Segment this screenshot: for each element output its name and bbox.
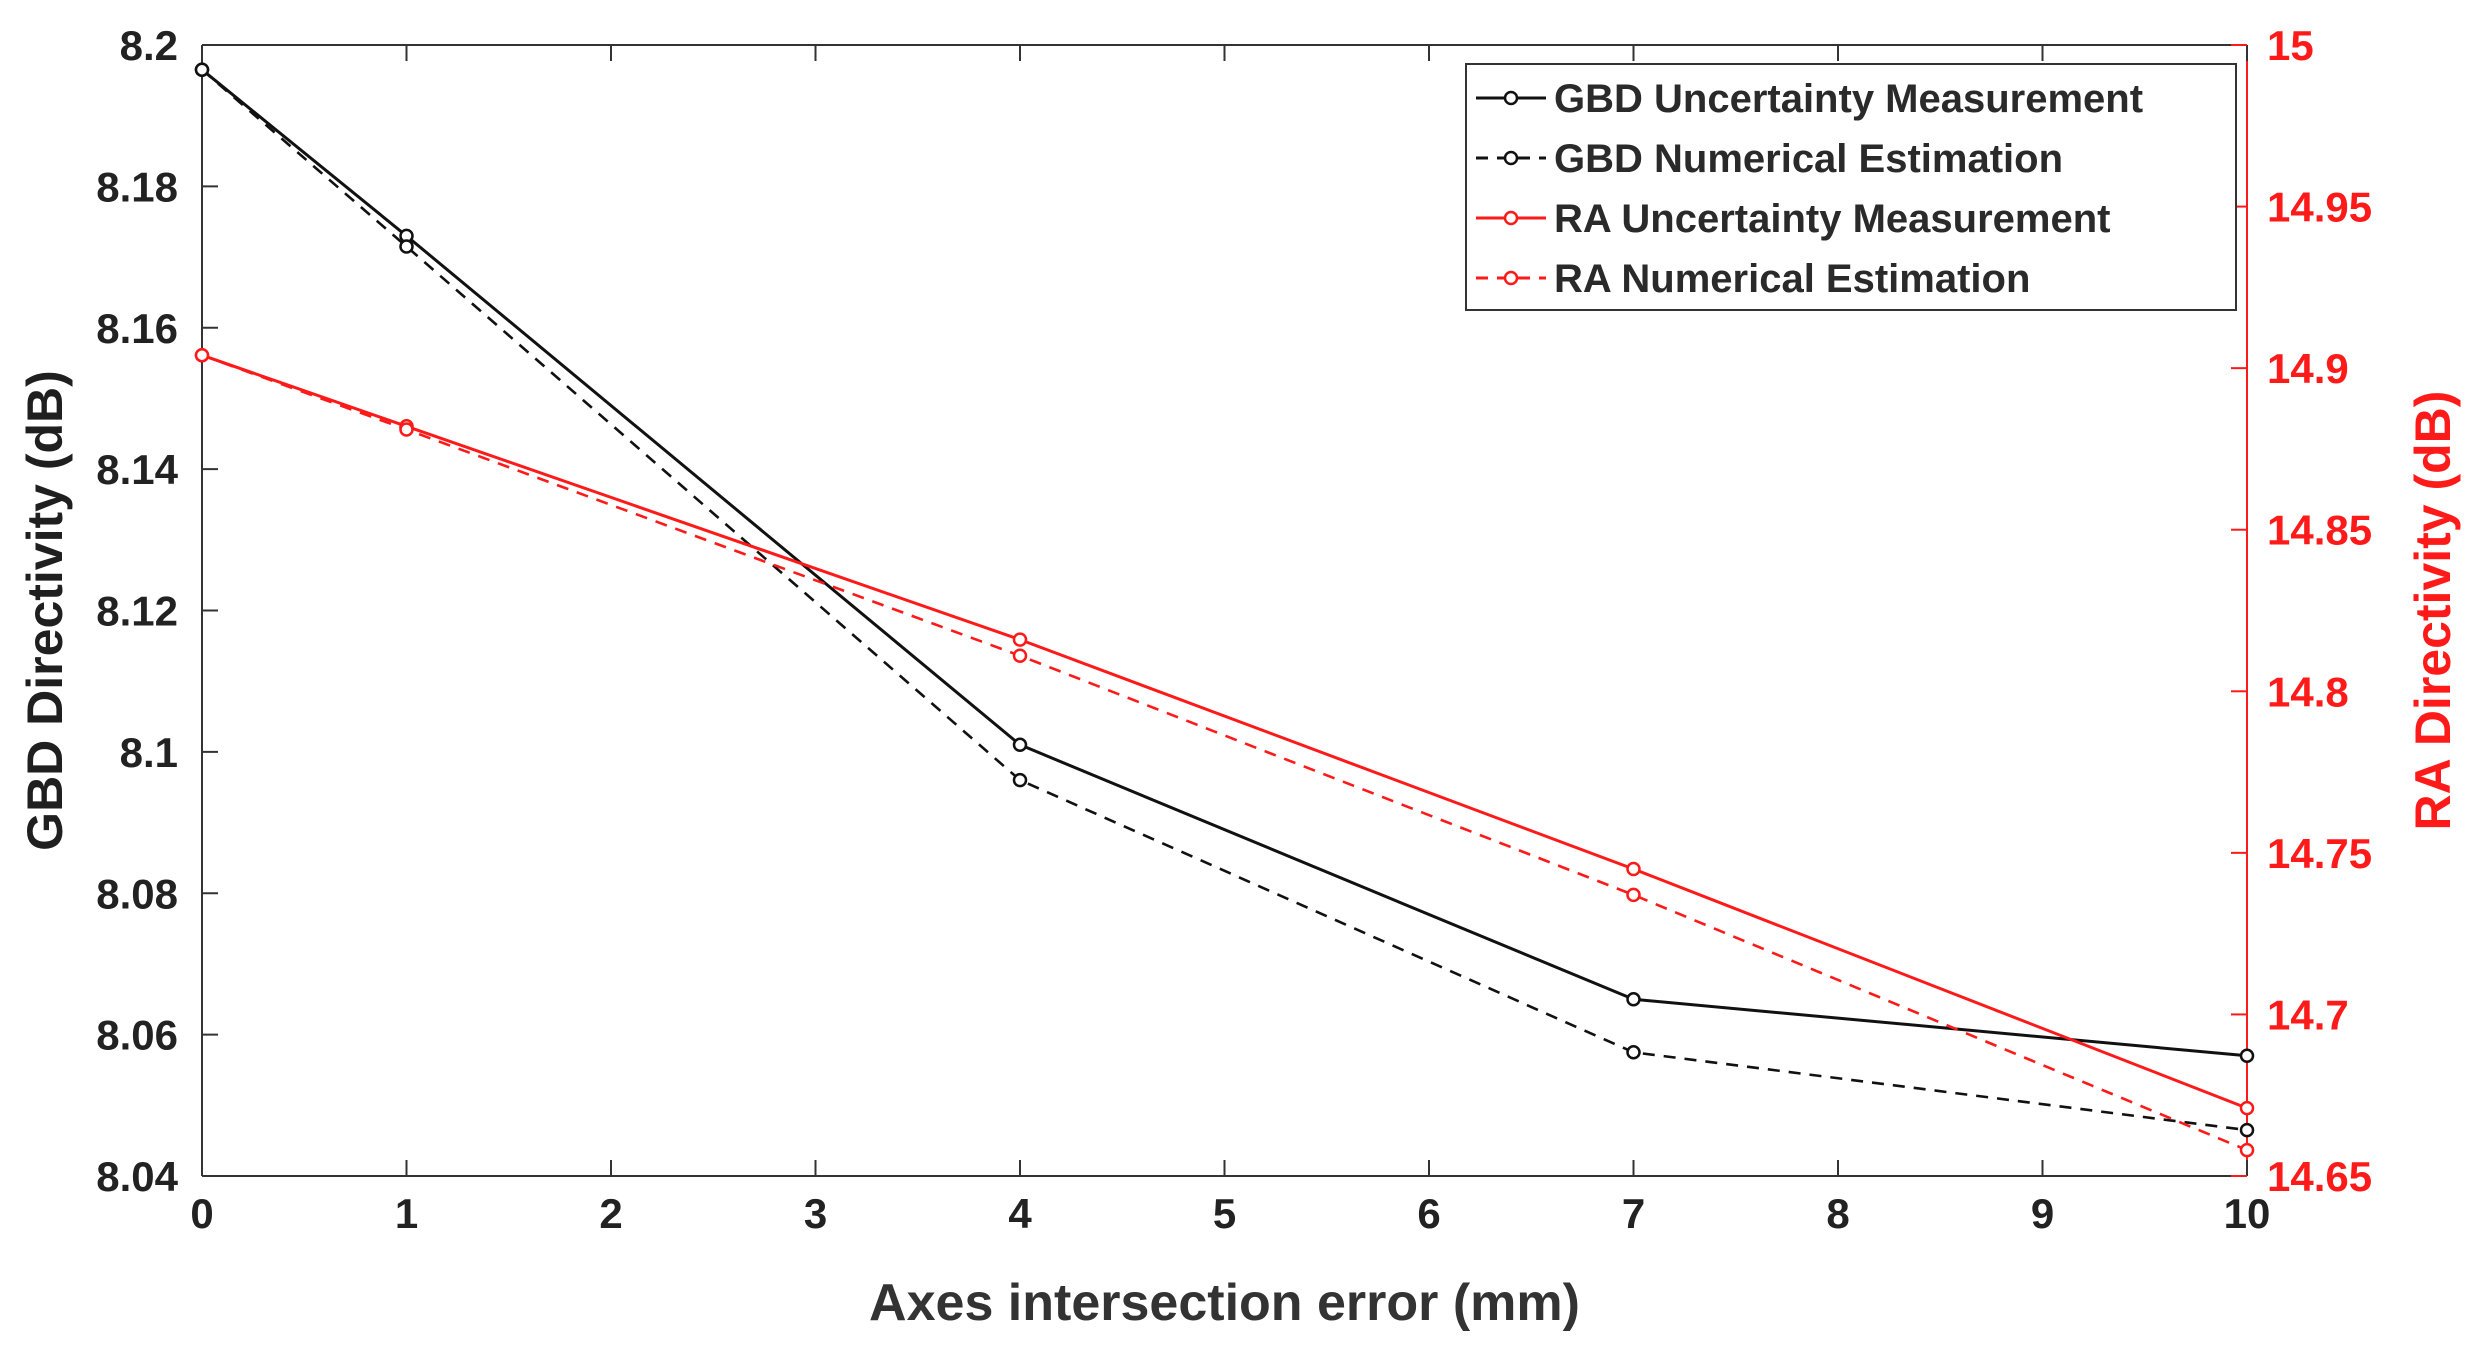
data-point-ra-numerical-estimation xyxy=(194,347,210,363)
data-point-gbd-numerical-estimation xyxy=(1626,1045,1641,1060)
x-axis-label: Axes intersection error (mm) xyxy=(869,1274,1580,1332)
series-ra-uncertainty-measurement xyxy=(194,347,2255,1116)
data-point-gbd-uncertainty-measurement xyxy=(1626,992,1641,1007)
series-line-gbd-numerical-estimation xyxy=(201,68,2248,1132)
x-tick-label: 4 xyxy=(1008,1190,1032,1237)
series-layer xyxy=(194,62,2255,1158)
data-point-gbd-numerical-estimation xyxy=(2239,1122,2255,1138)
left-y-tick-label: 8.14 xyxy=(96,446,178,493)
data-point-ra-uncertainty-measurement xyxy=(1012,632,1028,647)
x-tick-label: 5 xyxy=(1213,1190,1236,1237)
left-y-tick-label: 8.16 xyxy=(96,305,178,352)
x-tick-label: 1 xyxy=(395,1190,418,1237)
series-gbd-numerical-estimation xyxy=(194,62,2255,1138)
x-tick-label: 10 xyxy=(2224,1190,2271,1237)
right-y-tick-label: 14.75 xyxy=(2267,830,2372,877)
series-line-ra-numerical-estimation xyxy=(201,353,2248,1152)
right-y-tick-label: 14.8 xyxy=(2267,668,2349,715)
right-y-tick-label: 14.9 xyxy=(2267,345,2349,392)
axes-layer: 0 1 2 3 4 5 6 7 8 9 10 8.04 8.06 8.08 8.1 8.12 8.14 8.16 8… xyxy=(17,22,2461,1332)
x-tick-label: 6 xyxy=(1417,1190,1440,1237)
data-point-gbd-uncertainty-measurement xyxy=(1012,737,1028,753)
left-y-tick-label: 8.18 xyxy=(96,163,178,210)
data-point-gbd-numerical-estimation xyxy=(399,239,414,254)
legend-box xyxy=(1465,63,2237,311)
legend-swatch-marker-gbd-uncertainty-measurement xyxy=(1503,90,1519,106)
right-y-tick-label: 14.7 xyxy=(2267,991,2349,1038)
left-y-tick-label: 8.04 xyxy=(96,1153,178,1200)
left-y-tick-label: 8.2 xyxy=(120,22,178,69)
left-y-tick-label: 8.1 xyxy=(120,729,178,776)
left-y-axis-label: GBD Directivity (dB) xyxy=(17,370,73,851)
legend-entry-ra-numerical-estimation: RA Numerical Estimation xyxy=(1554,257,2030,301)
series-gbd-uncertainty-measurement xyxy=(194,62,2255,1064)
series-ra-numerical-estimation xyxy=(194,347,2255,1158)
x-tick-label: 2 xyxy=(599,1190,622,1237)
legend-entry-gbd-numerical-estimation: GBD Numerical Estimation xyxy=(1554,137,2063,181)
right-y-tick-label: 15 xyxy=(2267,22,2314,69)
legend: GBD Uncertainty Measurement GBD Numerical… xyxy=(1465,63,2237,311)
data-point-gbd-numerical-estimation xyxy=(1012,772,1028,788)
x-tick-label: 7 xyxy=(1622,1190,1645,1237)
data-point-gbd-numerical-estimation xyxy=(194,62,210,77)
data-point-ra-uncertainty-measurement xyxy=(2239,1100,2255,1116)
left-y-tick-label: 8.06 xyxy=(96,1012,178,1059)
right-y-axis-label: RA Directivity (dB) xyxy=(2405,391,2461,831)
data-point-gbd-uncertainty-measurement xyxy=(2239,1048,2255,1064)
legend-entry-gbd-uncertainty-measurement: GBD Uncertainty Measurement xyxy=(1554,77,2143,121)
data-point-ra-numerical-estimation xyxy=(1012,648,1028,663)
data-point-ra-numerical-estimation xyxy=(2239,1142,2255,1158)
x-tick-label: 8 xyxy=(1826,1190,1849,1237)
right-y-tick-label: 14.65 xyxy=(2267,1153,2372,1200)
data-point-ra-numerical-estimation xyxy=(399,422,414,437)
data-point-ra-uncertainty-measurement xyxy=(1626,861,1641,877)
x-tick-label: 3 xyxy=(804,1190,827,1237)
x-tick-label: 9 xyxy=(2031,1190,2054,1237)
right-y-tick-label: 14.95 xyxy=(2267,184,2372,231)
right-y-tick-label: 14.85 xyxy=(2267,507,2372,554)
legend-swatch-marker-gbd-numerical-estimation xyxy=(1503,150,1519,166)
data-point-ra-numerical-estimation xyxy=(1626,887,1641,903)
left-y-tick-label: 8.12 xyxy=(96,588,178,635)
left-y-tick-label: 8.08 xyxy=(96,870,178,917)
legend-swatch-marker-ra-uncertainty-measurement xyxy=(1503,210,1519,226)
x-tick-label: 0 xyxy=(190,1190,213,1237)
legend-entry-ra-uncertainty-measurement: RA Uncertainty Measurement xyxy=(1554,197,2110,241)
legend-swatch-marker-ra-numerical-estimation xyxy=(1503,270,1519,286)
